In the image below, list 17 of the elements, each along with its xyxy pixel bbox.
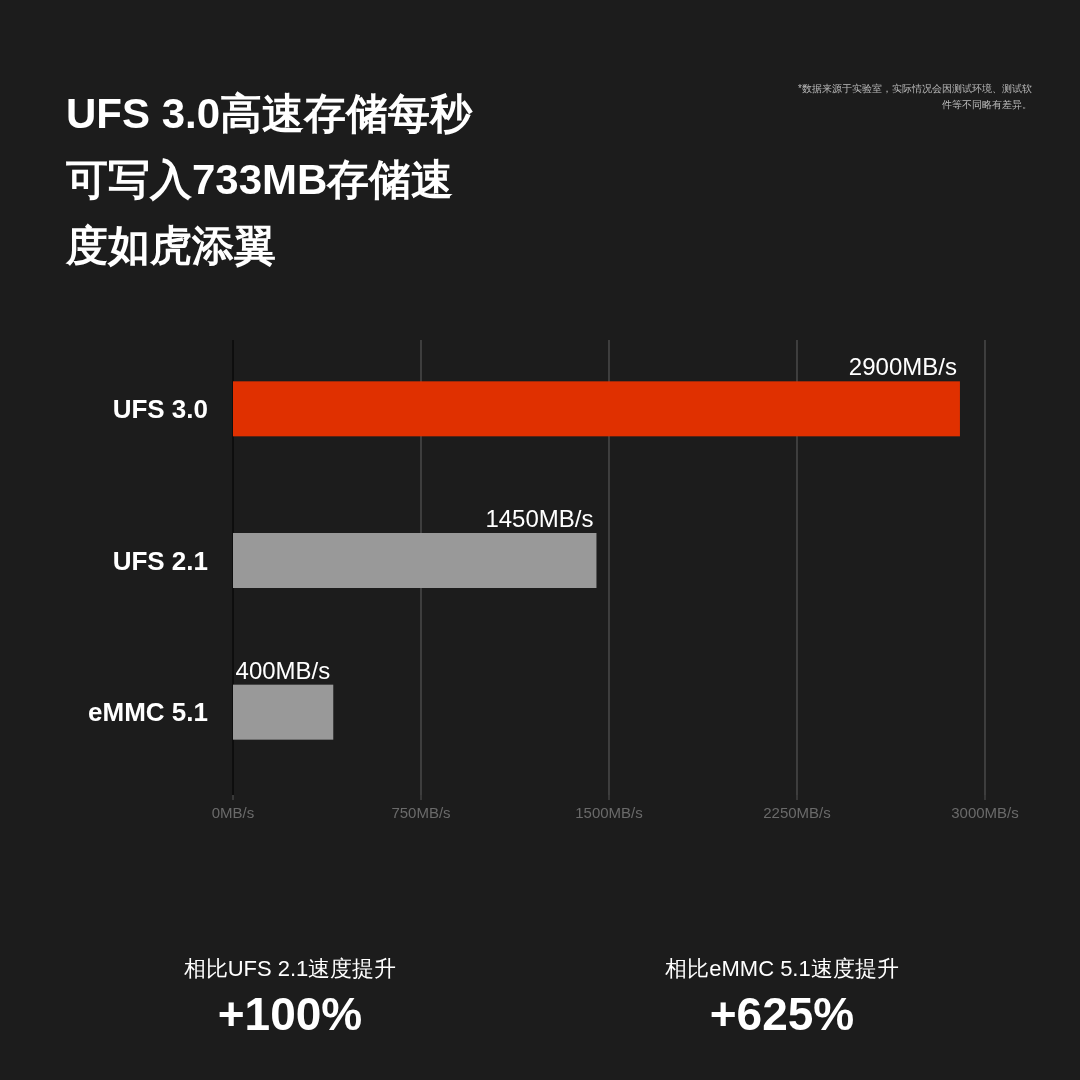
annotation: +100% bbox=[217, 988, 363, 1040]
xtick: 1500MB/s bbox=[575, 804, 643, 821]
value-label: 400MB/s bbox=[235, 656, 331, 684]
xtick: 2250MB/s bbox=[763, 804, 831, 821]
annotation: 相比UFS 2.1速度提升 bbox=[183, 956, 397, 981]
category: UFS 3.0 bbox=[112, 393, 208, 424]
title: UFS 3.0高速存储每秒可写入733MB存储速度如虎添翼 bbox=[66, 90, 473, 269]
xtick: 3000MB/s bbox=[951, 804, 1019, 821]
category: UFS 2.1 bbox=[112, 545, 208, 576]
category: eMMC 5.1 bbox=[88, 697, 208, 728]
value-label: 2900MB/s bbox=[848, 353, 957, 381]
note: *数据来源于实验室，实际情况会因测试环境、测试软件等不同略有差异。 bbox=[798, 83, 1032, 110]
annotation: 相比eMMC 5.1速度提升 bbox=[665, 956, 899, 981]
annotation: +625% bbox=[709, 988, 855, 1040]
xtick: 0MB/s bbox=[211, 804, 255, 821]
value-label: 1450MB/s bbox=[485, 505, 594, 532]
xtick: 750MB/s bbox=[391, 804, 451, 821]
